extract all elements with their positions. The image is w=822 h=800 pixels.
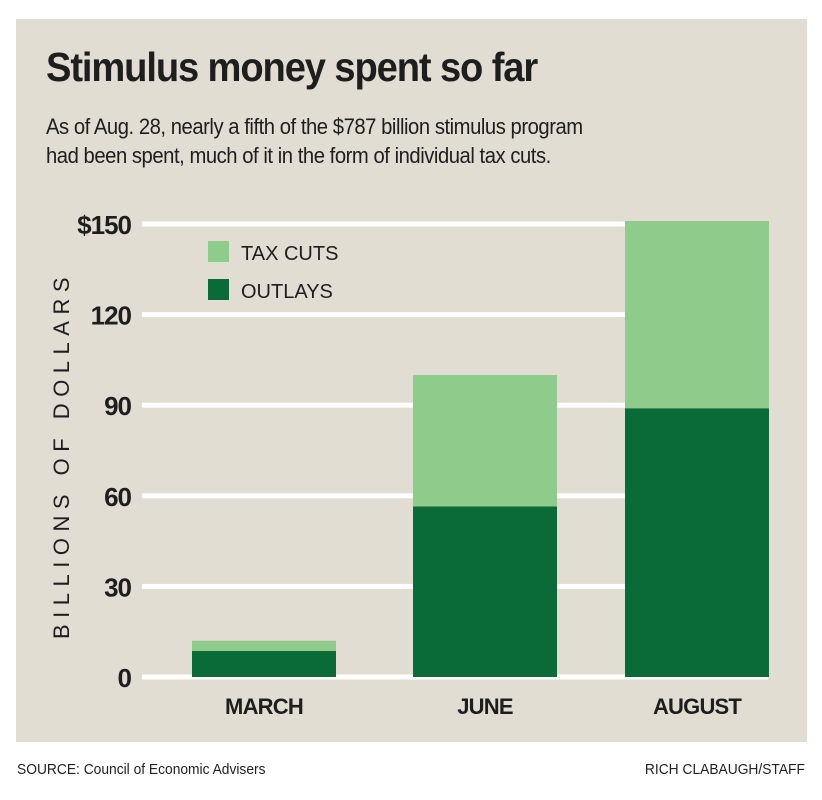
credit-note: RICH CLABAUGH/STAFF	[645, 761, 805, 778]
bar-outlays-august	[625, 408, 769, 677]
y-axis-title: BILLIONS OF DOLLARS	[49, 271, 74, 639]
legend-label: OUTLAYS	[241, 281, 333, 303]
subtitle-line-1: As of Aug. 28, nearly a fifth of the $78…	[46, 114, 583, 139]
gridline	[142, 221, 768, 227]
source-note: SOURCE: Council of Economic Advisers	[17, 761, 266, 778]
x-tick-label: JUNE	[457, 694, 513, 719]
chart-title: Stimulus money spent so far	[46, 44, 538, 90]
y-axis-ticks: 0 30 60 90 120 $150	[77, 210, 132, 693]
bar-tax-cuts-march	[192, 640, 336, 652]
bar-outlays-june	[413, 506, 557, 677]
chart-subtitle: As of Aug. 28, nearly a fifth of the $78…	[46, 112, 745, 170]
gridline	[142, 312, 768, 318]
bar-tax-cuts-august	[625, 220, 769, 409]
y-tick-label: 0	[118, 663, 132, 693]
y-tick-label: 30	[104, 572, 131, 602]
bar-tax-cuts-june	[413, 375, 557, 507]
x-tick-label: AUGUST	[653, 694, 742, 719]
legend: TAX CUTS OUTLAYS	[208, 241, 338, 303]
x-tick-label: MARCH	[225, 694, 303, 719]
x-axis-labels: MARCH JUNE AUGUST	[225, 694, 743, 719]
legend-swatch-tax-cuts	[208, 241, 229, 262]
bar-outlays-march	[192, 651, 336, 677]
y-tick-label: 90	[104, 391, 131, 421]
subtitle-line-2: had been spent, much of it in the form o…	[46, 143, 551, 168]
bars	[192, 220, 769, 677]
legend-swatch-outlays	[208, 279, 229, 300]
y-tick-label: 120	[91, 301, 132, 331]
y-tick-label: 60	[104, 482, 131, 512]
legend-label: TAX CUTS	[241, 243, 338, 265]
y-tick-label: $150	[77, 210, 131, 240]
